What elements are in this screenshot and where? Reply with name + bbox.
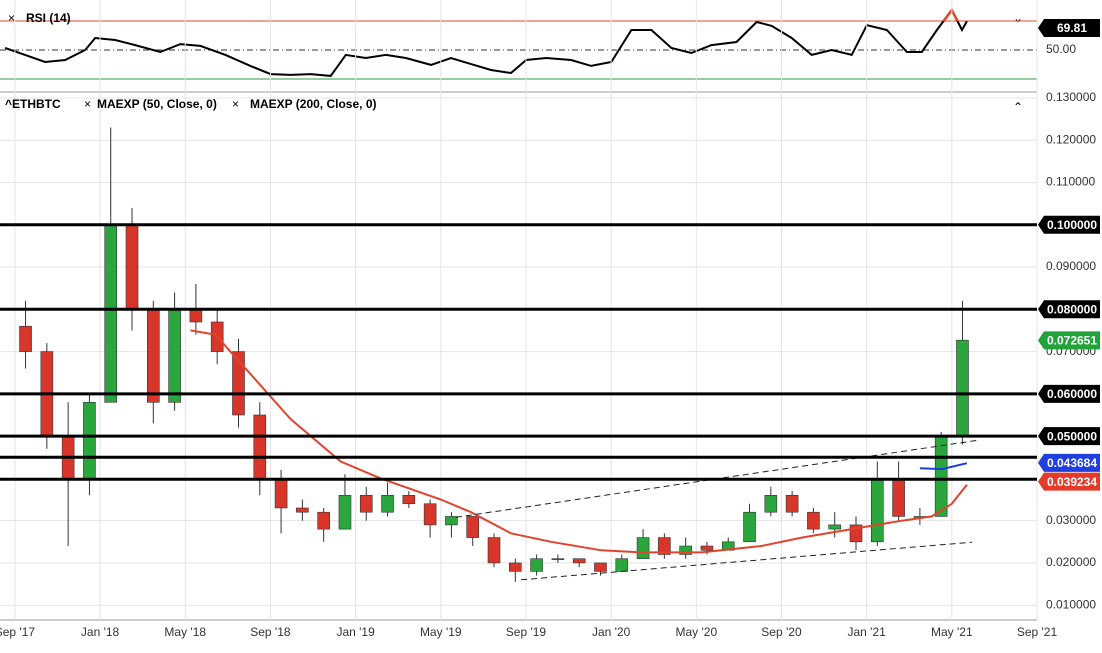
level-label: 0.080000 xyxy=(1047,302,1097,316)
candle-body xyxy=(679,545,692,555)
candle-body xyxy=(381,495,394,513)
x-tick-label: Sep '21 xyxy=(1017,625,1058,639)
candle-body xyxy=(317,511,330,530)
y-tick-label: 0.110000 xyxy=(1046,175,1095,189)
candle-body xyxy=(594,562,607,572)
candle-body xyxy=(828,524,842,530)
candle-body xyxy=(551,558,565,561)
candle-body xyxy=(423,503,437,526)
y-tick-label: 50.00 xyxy=(1046,42,1076,56)
x-tick-label: Sep '18 xyxy=(250,625,291,639)
level-label-box xyxy=(1038,384,1100,403)
x-tick-label: Jan '19 xyxy=(336,625,375,639)
candle-body xyxy=(956,339,969,437)
candle-body xyxy=(785,495,799,513)
close-icon[interactable]: × xyxy=(8,11,15,25)
candle-body xyxy=(509,562,522,572)
price-label-box xyxy=(1038,472,1100,491)
candle-body xyxy=(743,511,756,543)
rsi-last-label-box xyxy=(1038,19,1100,37)
candle-body xyxy=(359,495,373,513)
y-tick-label: 0.120000 xyxy=(1046,132,1096,146)
y-tick-label: 0.010000 xyxy=(1046,597,1096,611)
level-label: 0.050000 xyxy=(1047,429,1097,443)
x-tick-label: May '19 xyxy=(420,625,462,639)
y-tick-label: 0.130000 xyxy=(1046,90,1096,104)
candle-body xyxy=(658,537,671,555)
rsi-line xyxy=(4,8,968,77)
candle-body xyxy=(466,516,480,538)
price-label-box xyxy=(1038,331,1100,350)
candle-body xyxy=(870,478,884,543)
x-tick-label: Sep '17 xyxy=(0,625,35,639)
candle-body xyxy=(83,402,96,479)
price-label: 0.043684 xyxy=(1047,456,1097,470)
trendline xyxy=(521,541,973,581)
legend-entry: RSI (14) xyxy=(26,11,71,25)
collapse-icon[interactable]: ⌄ xyxy=(1013,11,1023,25)
candle-body xyxy=(487,537,501,564)
candle-body xyxy=(636,537,650,560)
y-tick-label: 0.020000 xyxy=(1046,555,1096,569)
moving-average xyxy=(919,462,968,471)
x-tick-label: Sep '19 xyxy=(506,625,547,639)
level-label-box xyxy=(1038,215,1100,234)
x-tick-label: Jan '20 xyxy=(592,625,631,639)
candle-body xyxy=(232,351,245,416)
price-label-box xyxy=(1038,453,1100,472)
x-tick-label: Jan '21 xyxy=(847,625,886,639)
level-label: 0.100000 xyxy=(1047,218,1097,232)
candle-body xyxy=(296,507,309,513)
candle-body xyxy=(764,495,778,513)
x-tick-label: May '18 xyxy=(164,625,206,639)
x-tick-label: Sep '20 xyxy=(761,625,802,639)
x-tick-label: Jan '18 xyxy=(81,625,120,639)
rsi-overbought xyxy=(755,7,967,22)
candle-body xyxy=(253,414,267,479)
level-label-box xyxy=(1038,427,1100,446)
candle-body xyxy=(530,558,543,572)
close-icon[interactable]: × xyxy=(84,97,91,111)
candle-body xyxy=(445,516,458,526)
candle-body xyxy=(700,545,714,551)
x-tick-label: May '20 xyxy=(675,625,717,639)
price-label: 0.072651 xyxy=(1047,334,1097,348)
candle-body xyxy=(338,495,352,530)
candle-body xyxy=(19,325,32,352)
close-icon[interactable]: × xyxy=(232,97,239,111)
level-label-box xyxy=(1038,300,1100,319)
price-label: 0.039234 xyxy=(1047,475,1097,489)
candle-body xyxy=(934,435,948,517)
candle-body xyxy=(104,224,118,403)
candle-body xyxy=(807,511,820,530)
collapse-icon[interactable]: ⌃ xyxy=(1013,100,1023,114)
candle-body xyxy=(125,224,139,310)
rsi-last-label: 69.81 xyxy=(1057,21,1087,35)
legend-entry: MAEXP (50, Close, 0) xyxy=(97,97,217,111)
y-tick-label: 0.030000 xyxy=(1046,513,1096,527)
x-tick-label: May '21 xyxy=(931,625,973,639)
level-label: 0.060000 xyxy=(1047,387,1097,401)
legend-entry: ^ETHBTC xyxy=(5,97,61,111)
candle-body xyxy=(572,558,586,564)
moving-average xyxy=(190,329,968,554)
candle-body xyxy=(189,309,203,323)
legend-entry: MAEXP (200, Close, 0) xyxy=(250,97,377,111)
candle-body xyxy=(147,309,160,403)
candle-body xyxy=(892,478,905,517)
candle-body xyxy=(274,478,288,509)
y-tick-label: 0.090000 xyxy=(1046,259,1096,273)
candle-body xyxy=(615,558,629,572)
candle-body xyxy=(168,309,181,403)
candle-body xyxy=(402,495,416,505)
